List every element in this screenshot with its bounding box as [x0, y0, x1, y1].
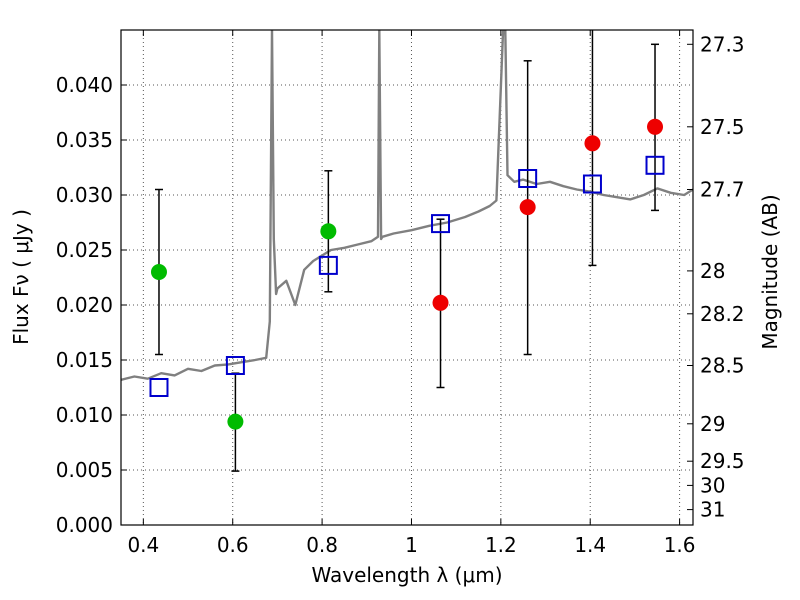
spectrum-line: [121, 30, 693, 381]
optical-data-point: [320, 223, 337, 240]
mag-tick-label: 28: [700, 259, 725, 283]
y-tick-label: 0.015: [56, 348, 113, 372]
y-tick-label: 0.030: [56, 183, 113, 207]
grid-lines: [121, 30, 693, 525]
x-axis-title: Wavelength λ (μm): [311, 563, 502, 587]
model-point-square: [149, 378, 169, 397]
nir-data-point: [647, 118, 664, 135]
mag-tick-label: 27.7: [700, 178, 745, 202]
x-tick-label: 0.4: [127, 533, 159, 557]
y-tick-label: 0.035: [56, 128, 113, 152]
y-tick-label: 0.005: [56, 458, 113, 482]
mag-tick-label: 27.5: [700, 115, 745, 139]
mag-tick-label: 28.5: [700, 354, 745, 378]
model-point-square: [518, 169, 538, 188]
mag-tick-label: 30: [700, 473, 725, 497]
mag-tick-label: 27.3: [700, 32, 745, 56]
plot-area: [121, 30, 693, 472]
x-tick-label: 0.6: [217, 533, 249, 557]
model-point-square: [645, 155, 665, 175]
y-tick-label: 0.010: [56, 403, 113, 427]
x-tick-label: 0.8: [306, 533, 338, 557]
y-axis-title: Flux Fν ( μJy ): [9, 209, 33, 345]
mag-tick-label: 29.5: [700, 449, 745, 473]
y-tick-label: 0.040: [56, 73, 113, 97]
y-tick-label: 0.020: [56, 293, 113, 317]
model-point-square: [582, 174, 602, 194]
model-point-square: [225, 356, 245, 375]
plot-frame: [120, 29, 694, 526]
optical-data-point: [150, 264, 167, 280]
optical-data-point: [227, 413, 244, 430]
x-tick-label: 1.2: [485, 533, 517, 557]
nir-data-point: [519, 199, 536, 216]
mag-tick-label: 29: [700, 412, 725, 436]
axes: 0.4 0.6 0.8 1 1.2 1.4 1.6 0.000 0.005 0.010 0.015 0…: [56, 30, 745, 557]
mag-tick-label: 31: [700, 498, 725, 522]
model-point-square: [318, 255, 338, 275]
x-tick-label: 1: [405, 533, 418, 557]
y-tick-label: 0.000: [56, 513, 113, 537]
nir-data-point: [432, 294, 449, 311]
y2-axis-title: Magnitude (AB): [758, 194, 782, 349]
nir-data-point: [584, 135, 601, 152]
x-tick-label: 1.6: [664, 533, 696, 557]
mag-tick-label: 28.2: [700, 302, 745, 326]
model-point-square: [431, 214, 451, 234]
y-tick-label: 0.025: [56, 238, 113, 262]
x-tick-label: 1.4: [574, 533, 606, 557]
